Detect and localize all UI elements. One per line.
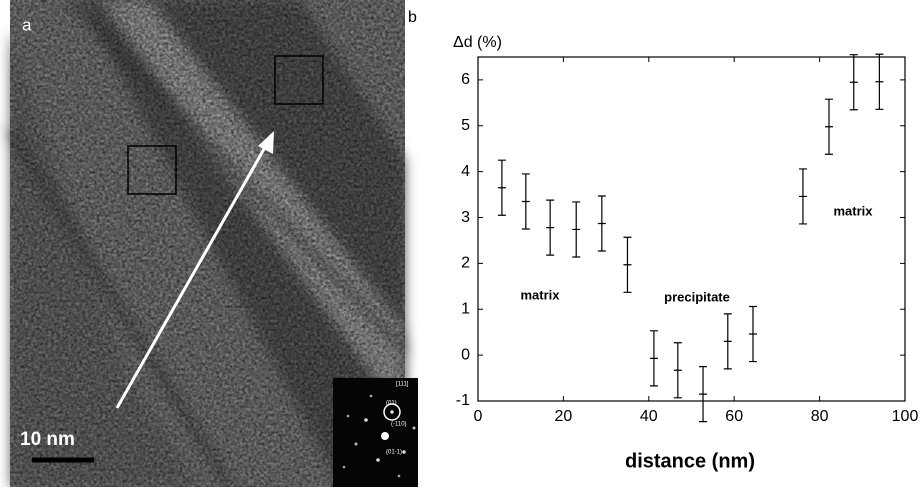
y-tick-label: 0 <box>461 346 470 363</box>
panel-label: a <box>22 15 32 34</box>
error-bar <box>623 236 632 293</box>
error-bar <box>699 366 708 423</box>
panel-label: b <box>408 9 417 26</box>
error-bar <box>723 313 732 370</box>
inset-label: (-110) <box>391 422 407 428</box>
y-tick-label: 5 <box>461 117 470 134</box>
error-bar <box>597 195 606 252</box>
scale-bar-label: 10 nm <box>20 429 75 450</box>
tem-image: a 10 nm [111] (01) (-110) (01-1) <box>7 0 418 489</box>
error-bar <box>521 173 530 230</box>
error-bar <box>798 168 807 225</box>
y-tick-label: 3 <box>461 209 470 226</box>
error-bar <box>546 199 555 256</box>
x-tick-label: 0 <box>474 408 483 425</box>
x-axis-label: distance (nm) <box>625 450 755 472</box>
error-bar <box>824 98 833 155</box>
diffraction-inset: [111] (01) (-110) (01-1) <box>333 378 418 487</box>
y-tick-label: -1 <box>456 392 470 409</box>
inset-label: [111] <box>396 382 409 388</box>
y-tick-label: 2 <box>461 255 470 272</box>
error-bar <box>572 201 581 258</box>
error-bar <box>673 342 682 399</box>
annotation: matrix <box>520 287 560 302</box>
error-bar <box>649 330 658 387</box>
inset-label: (01-1) <box>386 450 402 456</box>
plot-frame <box>477 56 906 402</box>
annotation: matrix <box>833 203 873 218</box>
x-tick-label: 80 <box>811 408 829 425</box>
y-tick-label: 4 <box>461 163 470 180</box>
inset-label: (01) <box>386 401 397 407</box>
x-tick-label: 20 <box>555 408 573 425</box>
error-bar <box>497 159 506 216</box>
error-bar <box>748 305 757 363</box>
x-tick-label: 40 <box>640 408 658 425</box>
error-bar <box>875 53 884 110</box>
x-tick-label: 60 <box>725 408 743 425</box>
y-tick-label: 6 <box>461 71 470 88</box>
annotation: precipitate <box>664 289 730 304</box>
error-bar <box>849 54 858 111</box>
y-axis-label: Δd (%) <box>453 34 502 51</box>
x-tick-label: 100 <box>892 408 919 425</box>
y-tick-label: 1 <box>461 300 470 317</box>
